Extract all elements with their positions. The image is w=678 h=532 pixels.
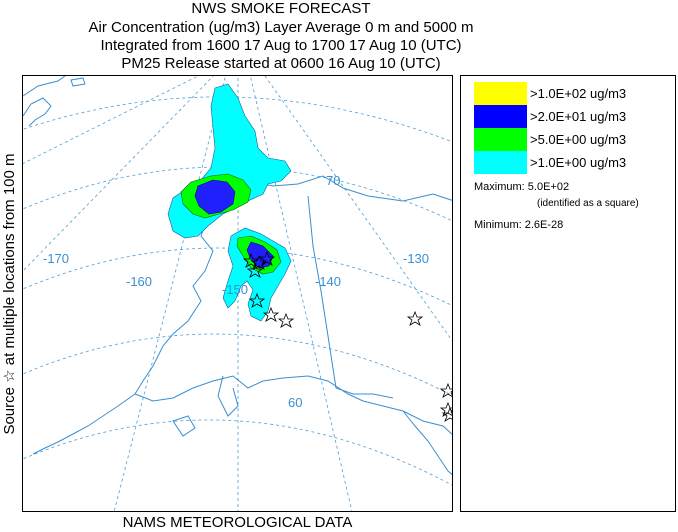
- source-star: [246, 262, 264, 278]
- legend-item: >1.0E+02 ug/m3: [474, 82, 674, 105]
- plume-north-cyan: [167, 83, 292, 239]
- lon-label-150: -150: [222, 282, 248, 297]
- smoke-map: -170 -160 -150 -140 -130 70 60: [22, 75, 453, 512]
- lon-line-130: [264, 76, 452, 342]
- legend-swatch-blue: [474, 105, 527, 128]
- plume-north-blue: [194, 179, 236, 215]
- legend-label: >1.0E+00 ug/m3: [530, 155, 627, 170]
- release-info: PM25 Release started at 0600 16 Aug 10 (…: [121, 55, 441, 72]
- source-star: [250, 254, 268, 270]
- russia-coast: [23, 76, 66, 97]
- lat-line-75: [23, 96, 452, 143]
- lon-label-170: -170: [43, 251, 69, 266]
- kodiak-island: [172, 415, 196, 437]
- smoke-plume-south: [222, 227, 292, 322]
- source-side-label: Source ☆ at multiple locations from 100 …: [1, 152, 18, 435]
- source-star: [277, 312, 295, 328]
- map-canvas: -170 -160 -150 -140 -130 70 60: [23, 76, 452, 511]
- lon-label-160: -160: [126, 274, 152, 289]
- canada-border: [307, 195, 337, 389]
- legend-swatch-green: [474, 128, 527, 151]
- source-markers: [242, 250, 452, 422]
- graticule-labels: -170 -160 -150 -140 -130 70 60: [43, 173, 429, 410]
- aleutian-chain: [32, 393, 136, 455]
- integration-period: Integrated from 1600 17 Aug to 1700 17 A…: [100, 37, 462, 54]
- lat-label-60: 60: [288, 395, 302, 410]
- source-star: [406, 310, 424, 326]
- coastlines: [23, 76, 452, 475]
- alaska-canada-border-south: [335, 387, 394, 399]
- meteorological-data-label: NAMS METEOROLOGICAL DATA: [122, 514, 353, 531]
- chukotka-coast: [23, 97, 52, 127]
- source-star: [439, 401, 452, 417]
- lon-label-130: -130: [403, 251, 429, 266]
- lon-label-140: -140: [315, 274, 341, 289]
- source-star: [441, 406, 452, 422]
- southeast-panhandle: [402, 410, 452, 475]
- lon-line-140: [249, 76, 353, 511]
- legend-item: >1.0E+00 ug/m3: [474, 151, 674, 174]
- legend-panel: >1.0E+02 ug/m3 >2.0E+01 ug/m3 >5.0E+00 u…: [460, 75, 676, 512]
- plume-south-blue: [246, 241, 274, 269]
- concentration-description: Air Concentration (ug/m3) Layer Average …: [88, 19, 474, 36]
- lat-label-70: 70: [326, 173, 340, 188]
- source-star: [439, 382, 452, 398]
- minimum-value: Minimum: 2.6E-28: [474, 219, 564, 231]
- lon-line-160: [113, 76, 226, 511]
- alaska-south-coast: [134, 375, 452, 435]
- forecast-title: NWS SMOKE FORECAST: [191, 0, 371, 17]
- source-star: [262, 306, 280, 322]
- lon-line-170: [23, 76, 214, 272]
- source-star: [258, 250, 276, 266]
- legend-label: >2.0E+01 ug/m3: [530, 109, 627, 124]
- latitude-lines: [23, 96, 452, 486]
- wrangel-island: [70, 77, 86, 87]
- legend-item: >5.0E+00 ug/m3: [474, 128, 674, 151]
- legend-swatch-yellow: [474, 82, 527, 105]
- legend-swatch-cyan: [474, 151, 527, 174]
- legend-label: >1.0E+02 ug/m3: [530, 86, 627, 101]
- source-side-label-wrapper: Source ☆ at multiple locations from 100 …: [0, 75, 18, 512]
- source-star: [242, 252, 260, 268]
- maximum-value: Maximum: 5.0E+02: [474, 181, 570, 193]
- smoke-plume-north: [167, 83, 292, 239]
- lon-line-180: [23, 76, 199, 164]
- kenai-peninsula: [217, 375, 239, 417]
- source-star: [248, 292, 266, 308]
- maximum-note: (identified as a square): [537, 198, 639, 209]
- legend-item: >2.0E+01 ug/m3: [474, 105, 674, 128]
- legend-label: >5.0E+00 ug/m3: [530, 132, 627, 147]
